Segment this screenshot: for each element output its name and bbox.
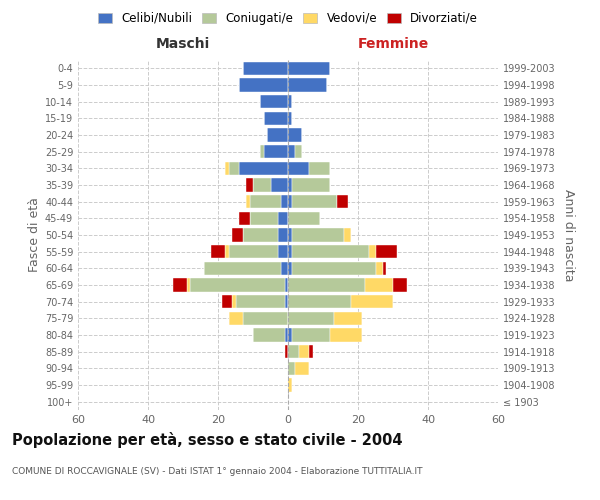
Bar — [281, 195, 288, 208]
Bar — [267, 128, 288, 141]
Bar — [211, 245, 225, 258]
Bar — [288, 328, 292, 342]
Bar — [292, 228, 344, 241]
Bar — [260, 145, 263, 158]
Bar — [246, 195, 250, 208]
Bar — [288, 128, 302, 141]
Bar — [260, 95, 288, 108]
Bar — [271, 178, 288, 192]
Legend: Celibi/Nubili, Coniugati/e, Vedovi/e, Divorziati/e: Celibi/Nubili, Coniugati/e, Vedovi/e, Di… — [94, 8, 482, 28]
Bar — [365, 278, 393, 291]
Bar — [229, 162, 239, 175]
Bar — [288, 362, 295, 375]
Bar — [288, 262, 292, 275]
Bar — [288, 212, 320, 225]
Bar — [221, 295, 232, 308]
Bar — [309, 345, 313, 358]
Bar — [376, 262, 383, 275]
Bar — [288, 228, 292, 241]
Bar — [232, 228, 242, 241]
Y-axis label: Fasce di età: Fasce di età — [28, 198, 41, 272]
Text: COMUNE DI ROCCAVIGNALE (SV) - Dati ISTAT 1° gennaio 2004 - Elaborazione TUTTITAL: COMUNE DI ROCCAVIGNALE (SV) - Dati ISTAT… — [12, 468, 422, 476]
Bar — [288, 95, 292, 108]
Bar — [187, 278, 190, 291]
Bar — [295, 145, 302, 158]
Bar — [288, 378, 292, 392]
Bar — [376, 245, 397, 258]
Bar — [288, 278, 365, 291]
Bar — [225, 162, 229, 175]
Bar — [246, 178, 253, 192]
Bar — [288, 62, 330, 75]
Bar — [239, 212, 250, 225]
Bar — [229, 245, 277, 258]
Bar — [263, 145, 288, 158]
Bar — [281, 262, 288, 275]
Text: Popolazione per età, sesso e stato civile - 2004: Popolazione per età, sesso e stato civil… — [12, 432, 403, 448]
Bar — [204, 262, 281, 275]
Bar — [393, 278, 407, 291]
Bar — [344, 228, 351, 241]
Bar — [190, 278, 284, 291]
Bar — [292, 178, 330, 192]
Bar — [239, 78, 288, 92]
Bar — [284, 295, 288, 308]
Bar — [173, 278, 187, 291]
Bar — [295, 362, 309, 375]
Bar — [284, 345, 288, 358]
Bar — [242, 62, 288, 75]
Bar — [277, 245, 288, 258]
Bar — [284, 278, 288, 291]
Bar — [288, 245, 292, 258]
Bar — [242, 312, 288, 325]
Bar — [292, 262, 376, 275]
Bar — [299, 345, 309, 358]
Bar — [239, 162, 288, 175]
Bar — [288, 112, 292, 125]
Bar — [288, 162, 309, 175]
Bar — [288, 195, 292, 208]
Bar — [277, 228, 288, 241]
Bar — [337, 195, 347, 208]
Bar — [250, 195, 281, 208]
Bar — [292, 195, 337, 208]
Bar — [309, 162, 330, 175]
Bar — [235, 295, 284, 308]
Bar — [288, 145, 295, 158]
Bar — [288, 345, 299, 358]
Bar — [330, 328, 361, 342]
Bar — [250, 212, 277, 225]
Bar — [232, 295, 235, 308]
Bar — [288, 78, 326, 92]
Bar — [277, 212, 288, 225]
Y-axis label: Anni di nascita: Anni di nascita — [562, 188, 575, 281]
Bar — [288, 295, 351, 308]
Bar — [288, 312, 334, 325]
Bar — [242, 228, 277, 241]
Bar — [368, 245, 376, 258]
Bar — [253, 328, 284, 342]
Bar — [225, 245, 229, 258]
Bar — [351, 295, 393, 308]
Text: Femmine: Femmine — [358, 37, 428, 51]
Bar — [229, 312, 242, 325]
Bar — [292, 328, 330, 342]
Bar — [288, 178, 292, 192]
Bar — [263, 112, 288, 125]
Bar — [334, 312, 361, 325]
Bar — [383, 262, 386, 275]
Bar — [253, 178, 271, 192]
Bar — [284, 328, 288, 342]
Text: Maschi: Maschi — [156, 37, 210, 51]
Bar — [292, 245, 368, 258]
